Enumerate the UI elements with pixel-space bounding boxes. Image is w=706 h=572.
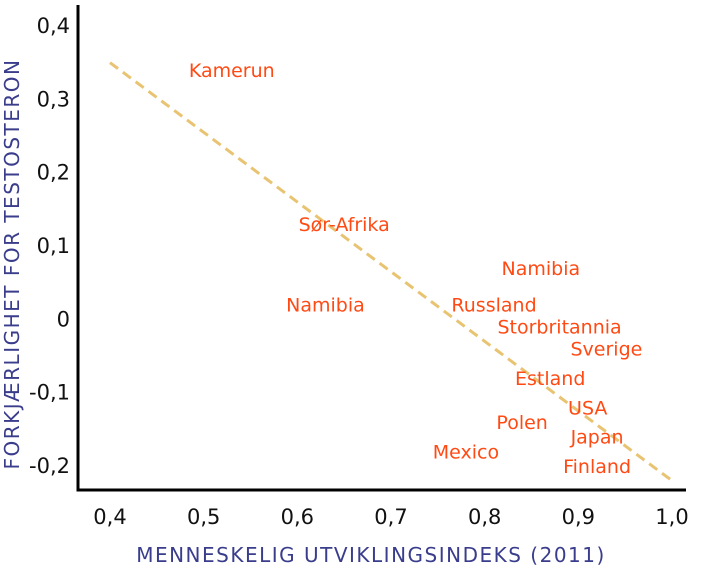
data-point-label: Storbritannia [497, 317, 621, 339]
y-tick-label: 0 [57, 307, 70, 331]
x-tick-label: 0,7 [374, 505, 407, 529]
y-tick-label: 0,2 [37, 161, 70, 185]
y-tick-label: 0,1 [37, 234, 70, 258]
data-point-label: Mexico [433, 441, 499, 463]
x-tick-label: 1,0 [655, 505, 688, 529]
data-point-labels: KamerunSør-AfrikaNamibiaNamibiaRusslandS… [189, 60, 643, 478]
y-tick-label: 0,3 [37, 87, 70, 111]
data-point-label: Namibia [286, 295, 365, 317]
y-tick-label: -0,2 [29, 454, 70, 478]
x-axis-title: MENNESKELIG UTVIKLINGSINDEKS (2011) [136, 543, 606, 567]
x-tick-label: 0,8 [468, 505, 501, 529]
data-point-label: Russland [451, 295, 536, 317]
data-point-label: Finland [563, 456, 631, 478]
data-point-label: Polen [496, 412, 547, 434]
x-axis-ticks: 0,4 0,5 0,6 0,7 0,8 0,9 1,0 [93, 505, 688, 529]
y-axis-ticks: 0,4 0,3 0,2 0,1 0 -0,1 -0,2 [29, 14, 70, 478]
data-point-label: Sør-Afrika [299, 214, 390, 236]
data-point-label: Japan [570, 427, 624, 449]
data-point-label: Namibia [502, 258, 581, 280]
x-tick-label: 0,4 [93, 505, 126, 529]
data-point-label: USA [568, 397, 607, 419]
y-tick-label: 0,4 [37, 14, 70, 38]
x-tick-label: 0,9 [562, 505, 595, 529]
data-point-label: Kamerun [189, 60, 275, 82]
trendline [109, 61, 673, 482]
data-point-label: Estland [515, 368, 585, 390]
x-tick-label: 0,5 [187, 505, 220, 529]
y-tick-label: -0,1 [29, 381, 70, 405]
x-tick-label: 0,6 [281, 505, 314, 529]
y-axis-title: FORKJÆRLIGHET FOR TESTOSTERON [0, 59, 24, 470]
data-point-label: Sverige [571, 339, 643, 361]
